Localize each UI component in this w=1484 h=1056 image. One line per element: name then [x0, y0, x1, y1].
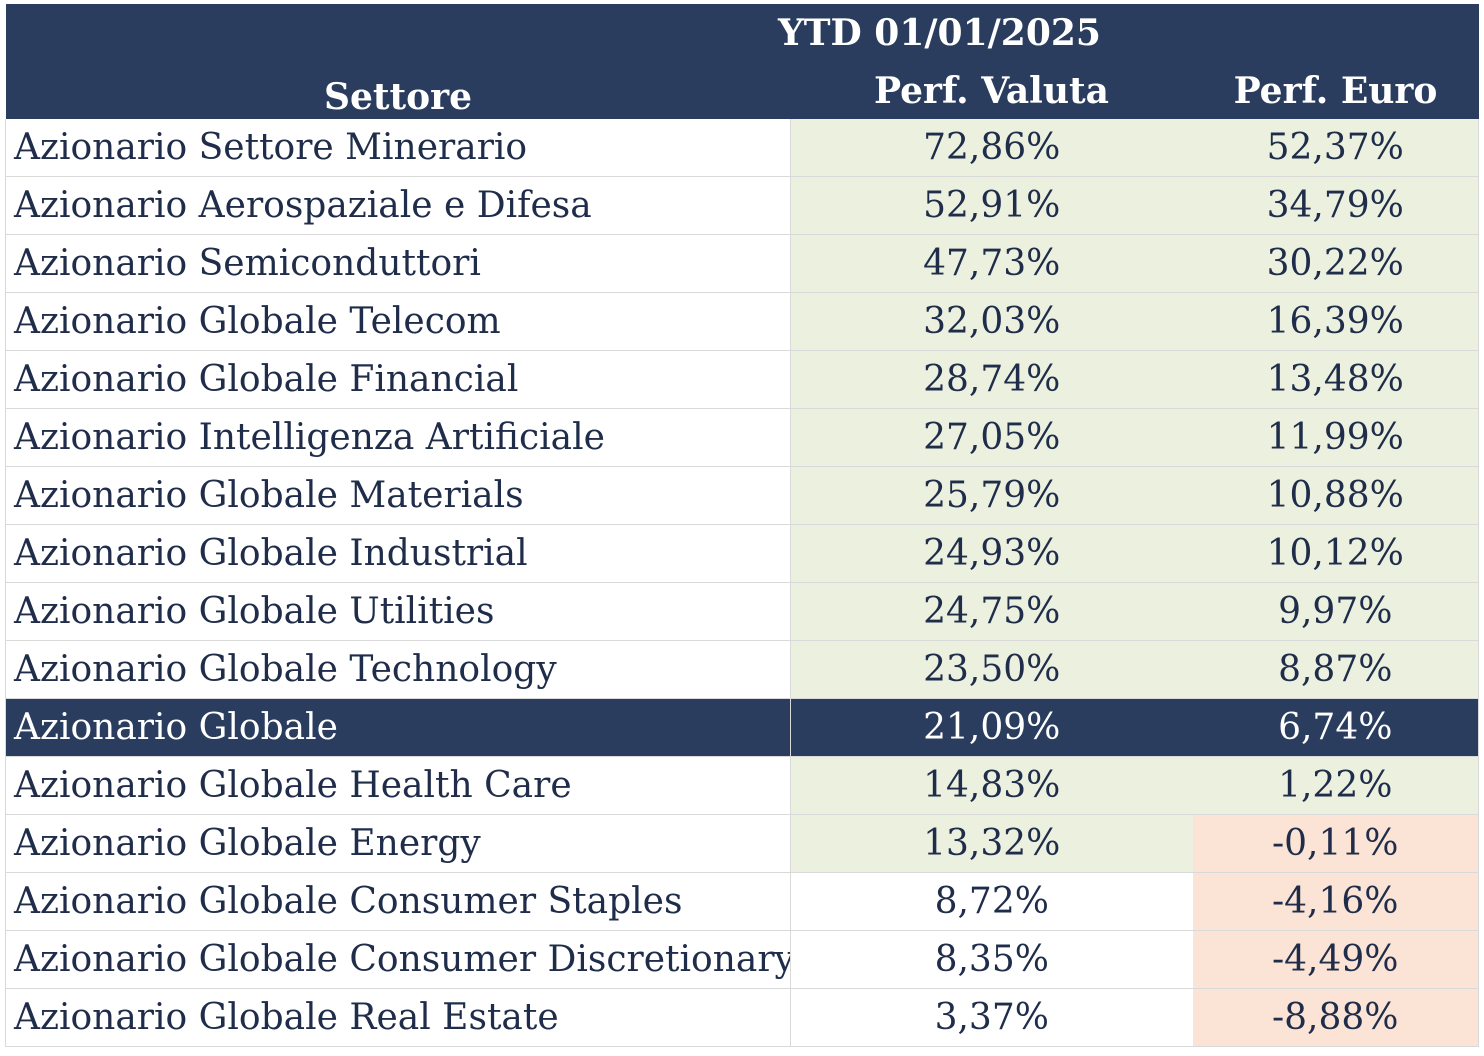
perf-euro-cell: -8,88% [1192, 988, 1479, 1047]
table-row: Azionario Semiconduttori 47,73% 30,22% [5, 234, 1479, 293]
table-row: Azionario Globale Health Care 14,83% 1,22% [5, 756, 1479, 815]
perf-valuta-cell: 8,72% [790, 872, 1193, 931]
table-row: Azionario Globale Financial 28,74% 13,48% [5, 350, 1479, 409]
perf-euro-cell: 34,79% [1192, 176, 1479, 235]
perf-valuta-cell: 72,86% [790, 119, 1193, 177]
settore-header: Settore [5, 4, 791, 119]
table-row: Azionario Globale Consumer Discretionary… [5, 930, 1479, 989]
perf-valuta-cell: 27,05% [790, 408, 1193, 467]
perf-valuta-cell: 28,74% [790, 350, 1193, 409]
perf-euro-cell: 10,88% [1192, 466, 1479, 525]
settore-header-label: Settore [323, 76, 473, 118]
table-row: Azionario Globale Industrial 24,93% 10,12% [5, 524, 1479, 583]
perf-euro-cell: 16,39% [1192, 292, 1479, 351]
table-row: Azionario Globale Utilities 24,75% 9,97% [5, 582, 1479, 641]
settore-cell: Azionario Globale Technology [5, 640, 791, 699]
perf-valuta-cell: 3,37% [790, 988, 1193, 1047]
settore-cell: Azionario Globale Telecom [5, 292, 791, 351]
perf-euro-cell: 8,87% [1192, 640, 1479, 699]
perf-valuta-header: Perf. Valuta [790, 62, 1193, 119]
perf-valuta-cell: 13,32% [790, 814, 1193, 873]
perf-valuta-cell: 32,03% [790, 292, 1193, 351]
table-row: Azionario Globale Materials 25,79% 10,88% [5, 466, 1479, 525]
perf-valuta-cell: 24,93% [790, 524, 1193, 583]
settore-cell: Azionario Settore Minerario [5, 119, 791, 177]
table-row: Azionario Aerospaziale e Difesa 52,91% 34,… [5, 176, 1479, 235]
settore-cell: Azionario Globale Consumer Discretionary [5, 930, 791, 989]
perf-euro-cell: 10,12% [1192, 524, 1479, 583]
settore-cell: Azionario Aerospaziale e Difesa [5, 176, 791, 235]
perf-euro-cell: 1,22% [1192, 756, 1479, 815]
table-row: Azionario Globale Real Estate 3,37% -8,88% [5, 988, 1479, 1047]
perf-euro-cell: 13,48% [1192, 350, 1479, 409]
settore-cell: Azionario Globale Industrial [5, 524, 791, 583]
settore-cell: Azionario Globale Consumer Staples [5, 872, 791, 931]
perf-euro-cell: -4,49% [1192, 930, 1479, 989]
perf-euro-cell: 6,74% [1192, 698, 1479, 757]
sector-performance-table: Settore YTD 01/01/2025 Perf. Valuta Perf… [5, 4, 1479, 1047]
perf-valuta-cell: 47,73% [790, 234, 1193, 293]
perf-valuta-cell: 24,75% [790, 582, 1193, 641]
table-row: Azionario Globale 21,09% 6,74% [5, 698, 1479, 757]
table-row: Azionario Globale Energy 13,32% -0,11% [5, 814, 1479, 873]
settore-cell: Azionario Globale [5, 698, 791, 757]
perf-valuta-cell: 23,50% [790, 640, 1193, 699]
settore-cell: Azionario Globale Health Care [5, 756, 791, 815]
perf-euro-cell: 9,97% [1192, 582, 1479, 641]
table-row: Azionario Settore Minerario 72,86% 52,37% [5, 119, 1479, 177]
perf-valuta-cell: 25,79% [790, 466, 1193, 525]
table-row: Azionario Intelligenza Artificiale 27,05%… [5, 408, 1479, 467]
table-row: Azionario Globale Consumer Staples 8,72% -… [5, 872, 1479, 931]
settore-cell: Azionario Globale Materials [5, 466, 791, 525]
ytd-header: YTD 01/01/2025 [778, 4, 1479, 62]
settore-cell: Azionario Globale Financial [5, 350, 791, 409]
settore-cell: Azionario Globale Real Estate [5, 988, 791, 1047]
perf-euro-header: Perf. Euro [1192, 62, 1479, 119]
perf-valuta-cell: 52,91% [790, 176, 1193, 235]
table-body: Azionario Settore Minerario 72,86% 52,37% A… [5, 119, 1479, 1047]
perf-euro-cell: -4,16% [1192, 872, 1479, 931]
perf-euro-cell: 52,37% [1192, 119, 1479, 177]
performance-table-container: Settore YTD 01/01/2025 Perf. Valuta Perf… [5, 4, 1479, 1047]
settore-cell: Azionario Semiconduttori [5, 234, 791, 293]
table-row: Azionario Globale Technology 23,50% 8,87% [5, 640, 1479, 699]
perf-euro-cell: 30,22% [1192, 234, 1479, 293]
settore-cell: Azionario Intelligenza Artificiale [5, 408, 791, 467]
perf-valuta-cell: 21,09% [790, 698, 1193, 757]
ytd-header-label: YTD 01/01/2025 [778, 12, 1101, 54]
perf-euro-cell: 11,99% [1192, 408, 1479, 467]
perf-valuta-cell: 14,83% [790, 756, 1193, 815]
perf-euro-cell: -0,11% [1192, 814, 1479, 873]
settore-cell: Azionario Globale Utilities [5, 582, 791, 641]
settore-cell: Azionario Globale Energy [5, 814, 791, 873]
perf-valuta-cell: 8,35% [790, 930, 1193, 989]
table-header: Settore YTD 01/01/2025 Perf. Valuta Perf… [5, 4, 1479, 119]
table-row: Azionario Globale Telecom 32,03% 16,39% [5, 292, 1479, 351]
